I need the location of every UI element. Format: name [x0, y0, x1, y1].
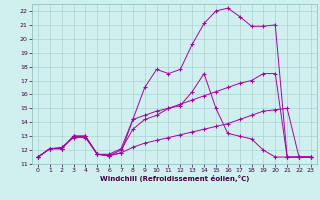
- X-axis label: Windchill (Refroidissement éolien,°C): Windchill (Refroidissement éolien,°C): [100, 175, 249, 182]
